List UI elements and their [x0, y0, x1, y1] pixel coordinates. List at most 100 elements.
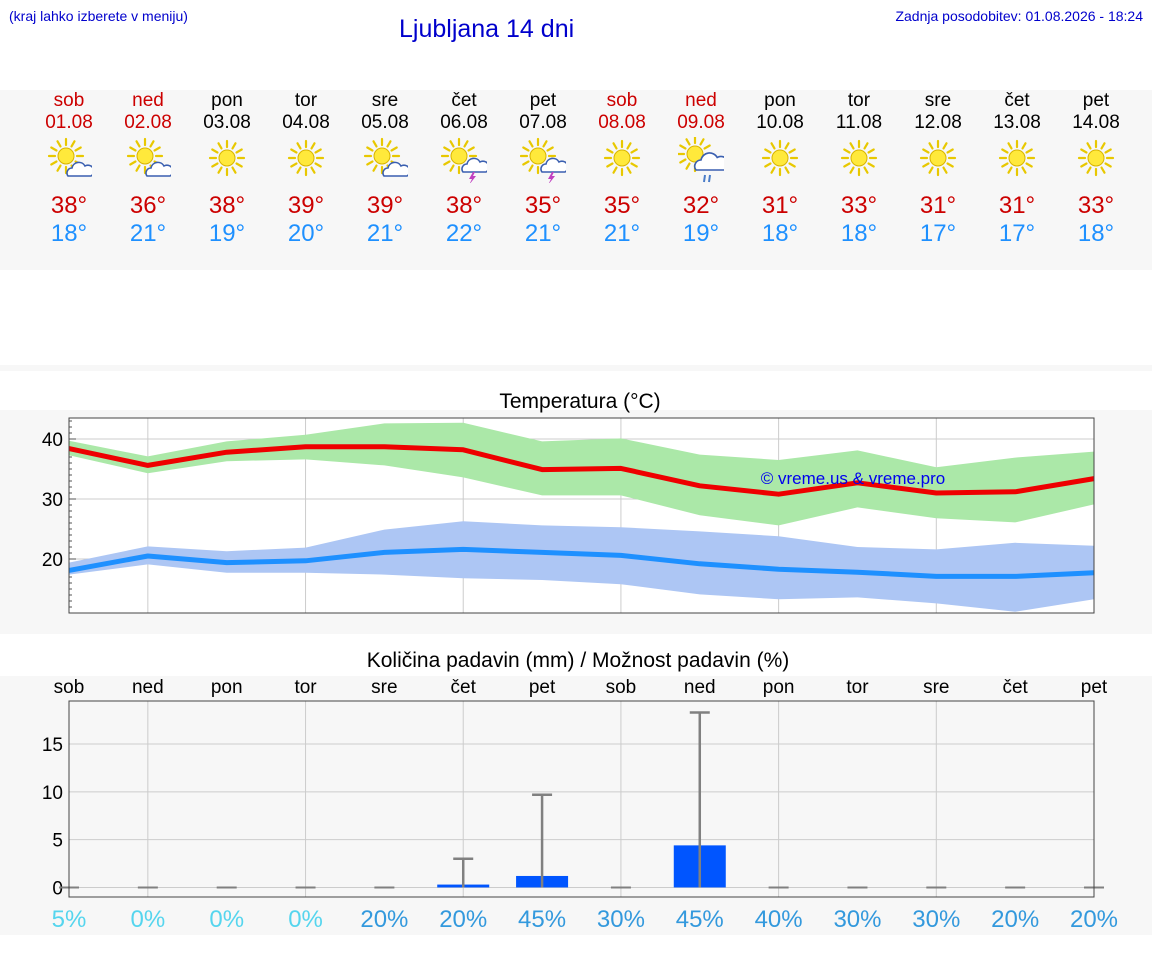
sun-ray [630, 162, 638, 168]
day-column: pet 07.08 35° 21° [503, 90, 583, 248]
day-weekday: sob [53, 90, 85, 111]
sun-ray [946, 162, 954, 168]
sun-ray [1001, 148, 1009, 154]
precipitation-day-label: čet [451, 677, 477, 698]
sun-ray [606, 148, 614, 154]
day-max-temp: 32° [682, 192, 720, 219]
sun-ray [703, 144, 711, 150]
sun-ray [231, 142, 237, 150]
sun-ray [231, 166, 237, 174]
day-max-temp: 35° [603, 192, 641, 219]
day-column: sre 05.08 39° 21° [345, 90, 425, 248]
temperature-y-tick: 40 [42, 430, 63, 451]
temperature-y-tick: 30 [42, 490, 63, 511]
day-weekday: čet [451, 90, 477, 111]
sun-ray [463, 140, 469, 148]
sun-ray [764, 162, 772, 168]
day-column: sre 12.08 31° 17° [898, 90, 978, 248]
rain-drop [703, 174, 706, 183]
sun-ray [1025, 162, 1033, 168]
precipitation-probability: 0% [131, 906, 166, 933]
sun-ray [1021, 142, 1027, 150]
sun-disc [850, 149, 868, 167]
sun-disc [1087, 149, 1105, 167]
sun-disc [1008, 149, 1026, 167]
sun-ray [630, 148, 638, 154]
sun-ray [843, 148, 851, 154]
sun-disc [450, 147, 468, 165]
precipitation-probability: 20% [1070, 906, 1118, 933]
precipitation-probability: 40% [755, 906, 803, 933]
sun-ray [135, 140, 141, 148]
sun-ray [310, 166, 316, 174]
lightning-bolt [469, 172, 476, 183]
day-min-temp: 18° [50, 220, 88, 247]
sun-ray [135, 164, 141, 172]
sun-ray [129, 160, 137, 166]
day-min-temp: 21° [129, 220, 167, 247]
precipitation-day-label: pet [529, 677, 556, 698]
precipitation-plot-border [68, 700, 1095, 898]
sun-ray [443, 160, 451, 166]
rain-drop [708, 174, 711, 183]
sun-ray [928, 142, 934, 150]
precipitation-y-tick: 10 [42, 783, 63, 804]
precipitation-day-label: ned [684, 677, 716, 698]
day-date: 01.08 [45, 112, 93, 133]
sun-ray [211, 148, 219, 154]
sun-ray [366, 160, 374, 166]
day-weekday: sre [924, 90, 952, 111]
sun-ray [310, 142, 316, 150]
sun-ray [946, 148, 954, 154]
precipitation-probability: 5% [52, 906, 87, 933]
sun-ray [1001, 162, 1009, 168]
sun-icon [919, 139, 957, 177]
sun-ray [1104, 162, 1112, 168]
day-max-temp: 33° [1077, 192, 1115, 219]
day-column: ned 02.08 36° 21° [108, 90, 188, 248]
sun-cloud-icon [126, 137, 171, 177]
temperature-plot-border [68, 417, 1095, 614]
day-min-temp: 18° [840, 220, 878, 247]
cloud-shape [145, 161, 171, 177]
watermark: © vreme.us & vreme.pro [761, 469, 945, 488]
day-date: 12.08 [914, 112, 962, 133]
sun-ray [290, 148, 298, 154]
day-column: pet 14.08 33° 18° [1056, 90, 1136, 248]
day-min-temp: 18° [1077, 220, 1115, 247]
sun-cloud-icon [47, 137, 92, 177]
day-max-temp: 36° [129, 192, 167, 219]
precipitation-probability: 0% [288, 906, 323, 933]
sun-ray [50, 160, 58, 166]
sun-ray [70, 140, 76, 148]
sun [603, 139, 641, 177]
day-date: 09.08 [677, 112, 725, 133]
sun-ray [784, 166, 790, 174]
day-column: čet 06.08 38° 22° [424, 90, 504, 248]
day-date: 08.08 [598, 112, 646, 133]
sun-ray [1080, 162, 1088, 168]
day-max-temp: 39° [287, 192, 325, 219]
precipitation-probability: 30% [597, 906, 645, 933]
day-min-temp: 21° [524, 220, 562, 247]
sun-ray [863, 166, 869, 174]
precipitation-day-label: sob [54, 677, 85, 698]
sun-ray [1086, 166, 1092, 174]
sun-ray [153, 146, 161, 152]
day-max-temp: 31° [919, 192, 957, 219]
sun [287, 139, 325, 177]
day-min-temp: 18° [761, 220, 799, 247]
sun-icon [1077, 139, 1115, 177]
sun-ray [764, 148, 772, 154]
sun-ray [626, 142, 632, 150]
sun-ray [942, 142, 948, 150]
day-column: tor 11.08 33° 18° [819, 90, 899, 248]
min-temperature-line [68, 546, 1095, 579]
precipitation-day-label: čet [1002, 677, 1028, 698]
sun-ray [129, 146, 137, 152]
precipitation-day-label: tor [846, 677, 869, 698]
day-column: tor 04.08 39° 20° [266, 90, 346, 248]
precipitation-day-label: ned [132, 677, 164, 698]
sun-rain-icon [678, 137, 724, 183]
sun-ray [928, 166, 934, 174]
